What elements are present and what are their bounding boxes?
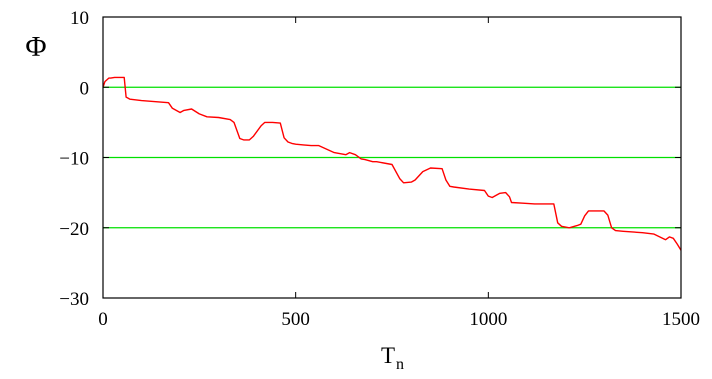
y-tick-label: −10: [59, 149, 89, 170]
x-axis-title: T: [381, 343, 395, 368]
y-tick-label: −20: [59, 219, 89, 240]
reference-lines: [103, 86, 681, 229]
x-tick-label: 0: [98, 309, 108, 330]
tick-layer: [102, 16, 682, 299]
x-tick-label: 1500: [662, 309, 700, 330]
y-tick-label: −30: [59, 289, 89, 310]
x-tick-label: 500: [281, 309, 310, 330]
x-tick-label: 1000: [469, 309, 507, 330]
x-axis-title-subscript: n: [396, 356, 404, 373]
series-line: [102, 76, 682, 251]
series-layer: [102, 76, 682, 251]
tick-label-layer: 0 500 1000 1500 10 0 −10 −20 −30: [59, 8, 700, 330]
y-tick-label: 0: [80, 78, 90, 99]
y-tick-label: 10: [70, 8, 89, 29]
y-axis-title: Φ: [25, 31, 46, 63]
